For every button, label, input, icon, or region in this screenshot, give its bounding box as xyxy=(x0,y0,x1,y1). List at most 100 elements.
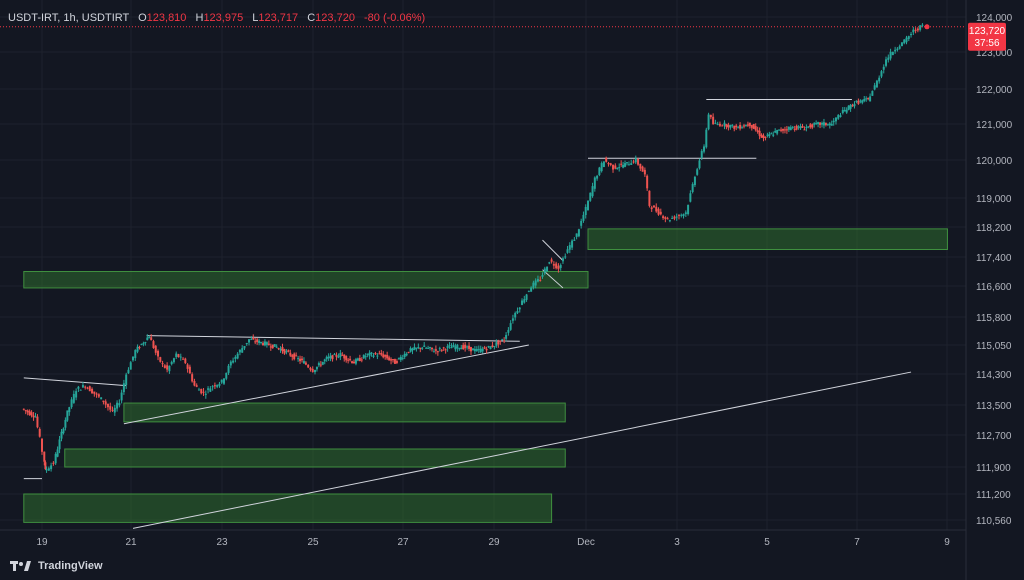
candle-body xyxy=(919,25,922,30)
candle-body xyxy=(252,337,255,340)
candle-body xyxy=(546,266,549,272)
candle-body xyxy=(26,410,29,413)
candle-body xyxy=(541,274,544,277)
candle-body xyxy=(22,408,25,410)
low-value: 123,717 xyxy=(258,12,299,24)
candle-body xyxy=(442,347,445,349)
price-tick-label: 118,200 xyxy=(976,223,1012,234)
candle-body xyxy=(885,59,888,66)
candle-body xyxy=(493,346,496,348)
candle-body xyxy=(509,323,512,330)
candle-body xyxy=(62,428,65,434)
candle-body xyxy=(327,356,330,359)
candle-body xyxy=(24,410,27,412)
candle-body xyxy=(60,431,63,439)
candle-body xyxy=(287,350,290,352)
candle-body xyxy=(429,347,432,349)
candle-body xyxy=(783,129,786,131)
candle-body xyxy=(456,344,459,349)
candle-body xyxy=(596,175,599,179)
candle-body xyxy=(195,385,198,387)
candle-body xyxy=(630,163,633,165)
candle-body xyxy=(273,344,276,347)
candle-body xyxy=(397,357,400,359)
candle-body xyxy=(271,344,274,349)
candle-body xyxy=(739,124,742,129)
candle-body xyxy=(758,130,761,136)
candle-body xyxy=(154,345,157,353)
candle-body xyxy=(725,124,728,128)
candle-body xyxy=(468,345,471,349)
candle-body xyxy=(45,469,48,471)
candle-body xyxy=(419,347,422,349)
candle-body xyxy=(828,123,831,126)
candles xyxy=(22,23,924,473)
candle-body xyxy=(186,364,189,369)
candle-body xyxy=(627,164,630,166)
tradingview-brand[interactable]: TradingView xyxy=(10,559,103,572)
candle-body xyxy=(914,29,917,31)
candle-body xyxy=(28,411,31,415)
candle-body xyxy=(275,346,278,348)
open-label: O xyxy=(138,12,147,24)
candle-body xyxy=(368,352,371,356)
candle-body xyxy=(789,127,792,131)
candle-body xyxy=(216,384,219,387)
candle-body xyxy=(100,397,103,400)
candle-body xyxy=(166,365,169,370)
candle-body xyxy=(211,386,214,388)
candle-body xyxy=(170,361,173,365)
candle-body xyxy=(744,125,747,127)
candle-body xyxy=(873,85,876,90)
open-value: 123,810 xyxy=(146,12,187,24)
candle-body xyxy=(193,381,196,386)
price-tick-label: 122,000 xyxy=(976,85,1013,96)
candle-body xyxy=(120,392,123,401)
candle-body xyxy=(743,125,745,127)
candle-body xyxy=(733,125,736,129)
candle-body xyxy=(682,214,685,217)
candle-body xyxy=(696,169,699,175)
candle-body xyxy=(297,358,300,360)
candle-body xyxy=(609,163,612,165)
candle-body xyxy=(421,347,424,349)
candle-body xyxy=(616,167,619,170)
candle-body xyxy=(125,374,128,386)
price-tick-label: 124,000 xyxy=(976,13,1013,24)
candle-body xyxy=(707,114,710,130)
candle-body xyxy=(302,361,305,364)
close-label: C xyxy=(307,12,316,24)
candle-body xyxy=(573,239,576,241)
price-tick-label: 111,200 xyxy=(976,490,1011,501)
candle-body xyxy=(191,374,194,382)
candle-body xyxy=(138,347,141,349)
candle-body xyxy=(548,262,551,264)
candle-body xyxy=(703,146,706,152)
candle-body xyxy=(589,192,592,201)
candle-body xyxy=(485,348,488,351)
candle-body xyxy=(207,388,210,390)
candle-body xyxy=(555,263,558,269)
candle-body xyxy=(598,167,601,176)
candle-body xyxy=(622,164,625,168)
level-lines xyxy=(588,99,852,159)
candle-body xyxy=(452,344,455,348)
candle-body xyxy=(356,358,359,361)
zone-rect xyxy=(23,493,553,523)
candle-body xyxy=(727,124,730,128)
candle-body xyxy=(650,207,653,210)
candle-body xyxy=(250,339,253,341)
candle-body xyxy=(525,294,528,300)
candle-body xyxy=(903,39,906,44)
candle-body xyxy=(331,355,334,360)
candle-body xyxy=(632,161,635,163)
candle-body xyxy=(136,346,139,352)
candle-body xyxy=(539,279,542,281)
candle-body xyxy=(687,204,690,215)
candle-body xyxy=(684,212,687,215)
candle-body xyxy=(559,265,562,268)
candle-body xyxy=(750,125,753,128)
candle-body xyxy=(527,290,530,292)
candle-body xyxy=(824,122,827,126)
